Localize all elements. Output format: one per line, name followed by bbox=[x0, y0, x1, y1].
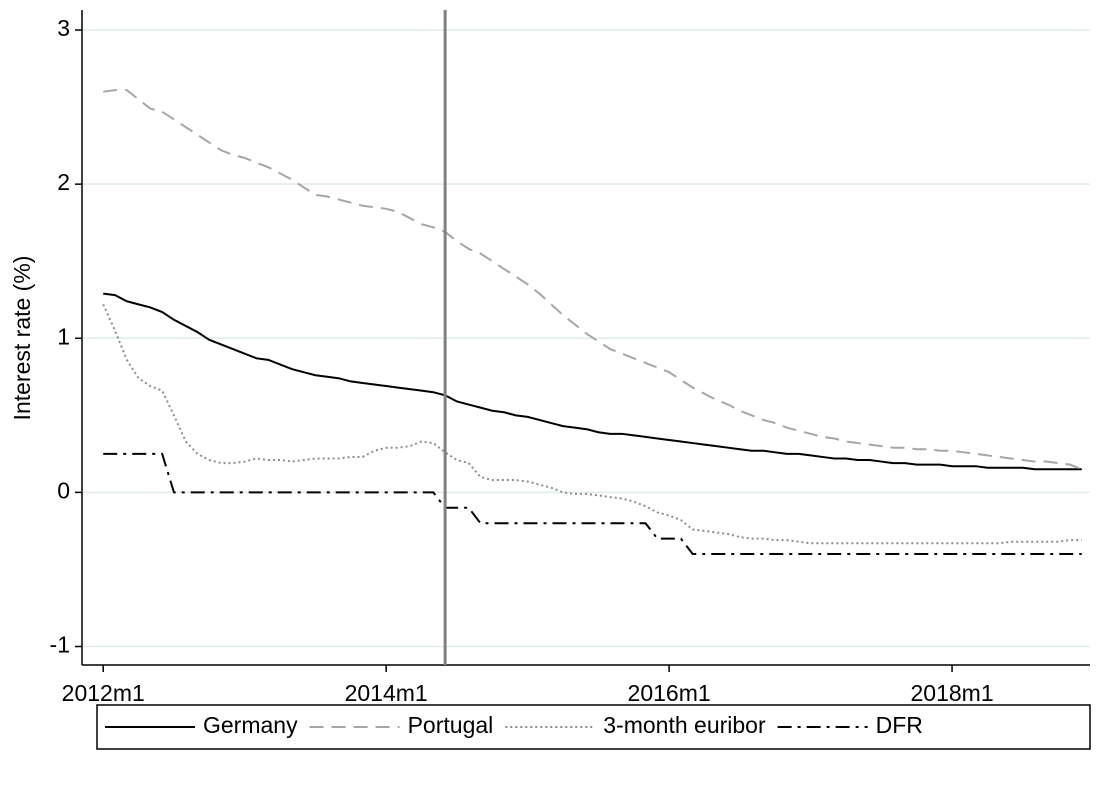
series-line bbox=[103, 292, 1082, 471]
legend-label: DFR bbox=[876, 712, 923, 738]
legend-label: Portugal bbox=[408, 712, 494, 738]
x-tick-label: 2014m1 bbox=[345, 680, 428, 706]
y-tick-label: -1 bbox=[50, 632, 70, 658]
legend-label: 3-month euribor bbox=[603, 712, 766, 738]
y-tick-label: 0 bbox=[57, 477, 70, 503]
legend-label: Germany bbox=[203, 712, 298, 738]
x-tick-label: 2018m1 bbox=[911, 680, 994, 706]
x-tick-label: 2012m1 bbox=[62, 680, 145, 706]
y-tick-label: 2 bbox=[57, 169, 70, 195]
x-tick-label: 2016m1 bbox=[628, 680, 711, 706]
legend-box bbox=[96, 704, 1091, 750]
series-line bbox=[103, 89, 1083, 471]
series-line bbox=[103, 452, 1082, 556]
y-tick-label: 3 bbox=[57, 15, 70, 41]
y-tick-label: 1 bbox=[57, 323, 70, 349]
y-axis-label: Interest rate (%) bbox=[9, 256, 35, 421]
